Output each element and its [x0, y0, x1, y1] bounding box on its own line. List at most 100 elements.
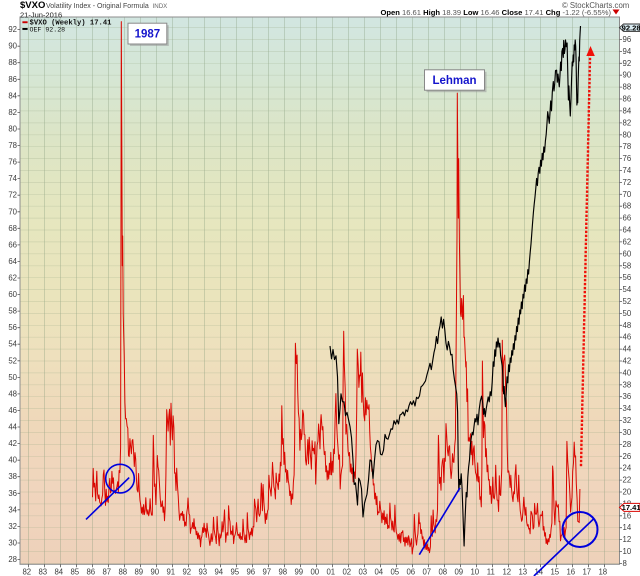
svg-text:34: 34: [8, 505, 17, 514]
svg-text:92: 92: [623, 59, 632, 68]
svg-text:Volatility Index - Original Fo: Volatility Index - Original Formula: [46, 3, 149, 10]
svg-text:10: 10: [623, 547, 632, 556]
svg-text:42: 42: [8, 439, 17, 448]
svg-text:90: 90: [623, 71, 632, 80]
svg-text:88: 88: [118, 568, 127, 576]
svg-text:20: 20: [623, 488, 632, 497]
svg-text:82: 82: [8, 108, 17, 117]
svg-text:17.41: 17.41: [622, 503, 640, 512]
svg-text:80: 80: [623, 130, 632, 139]
svg-text:96: 96: [623, 35, 632, 44]
svg-text:50: 50: [623, 309, 632, 318]
svg-text:04: 04: [374, 568, 383, 576]
svg-text:48: 48: [623, 321, 632, 330]
svg-text:Lehman: Lehman: [432, 75, 476, 87]
svg-text:18: 18: [598, 568, 607, 576]
svg-text:60: 60: [623, 249, 632, 258]
svg-text:92: 92: [182, 568, 191, 576]
svg-text:28: 28: [623, 440, 632, 449]
svg-text:68: 68: [623, 202, 632, 211]
svg-text:12: 12: [623, 535, 632, 544]
svg-text:01: 01: [326, 568, 335, 576]
svg-text:$VXO: $VXO: [20, 0, 45, 11]
svg-text:62: 62: [623, 237, 632, 246]
svg-text:38: 38: [8, 472, 17, 481]
svg-text:83: 83: [38, 568, 47, 576]
svg-text:1987: 1987: [135, 29, 161, 41]
svg-text:86: 86: [8, 75, 17, 84]
svg-text:88: 88: [623, 83, 632, 92]
svg-text:46: 46: [8, 406, 17, 415]
svg-text:14: 14: [623, 523, 632, 532]
svg-text:78: 78: [8, 141, 17, 150]
svg-text:60: 60: [8, 290, 17, 299]
svg-text:86: 86: [623, 95, 632, 104]
svg-text:68: 68: [8, 224, 17, 233]
svg-text:62: 62: [8, 274, 17, 283]
svg-text:64: 64: [623, 226, 632, 235]
svg-text:88: 88: [8, 58, 17, 67]
svg-text:52: 52: [8, 356, 17, 365]
svg-text:66: 66: [8, 240, 17, 249]
svg-text:38: 38: [623, 380, 632, 389]
svg-text:96: 96: [246, 568, 255, 576]
svg-text:21-Jun-2016: 21-Jun-2016: [20, 11, 62, 20]
svg-text:58: 58: [8, 307, 17, 316]
svg-text:70: 70: [623, 190, 632, 199]
svg-text:24: 24: [623, 464, 632, 473]
svg-text:95: 95: [230, 568, 239, 576]
svg-text:07: 07: [422, 568, 431, 576]
svg-text:44: 44: [8, 423, 17, 432]
svg-text:32: 32: [8, 522, 17, 531]
svg-text:26: 26: [623, 452, 632, 461]
svg-text:90: 90: [150, 568, 159, 576]
svg-text:03: 03: [358, 568, 367, 576]
svg-text:44: 44: [623, 345, 632, 354]
svg-text:42: 42: [623, 357, 632, 366]
svg-text:06: 06: [406, 568, 415, 576]
svg-text:58: 58: [623, 261, 632, 270]
svg-text:40: 40: [8, 456, 17, 465]
svg-text:16: 16: [566, 568, 575, 576]
svg-text:94: 94: [623, 47, 632, 56]
svg-text:97: 97: [262, 568, 271, 576]
svg-text:54: 54: [8, 340, 17, 349]
svg-text:$VXO (Weekly) 17.41: $VXO (Weekly) 17.41: [30, 20, 113, 28]
svg-text:84: 84: [54, 568, 63, 576]
svg-text:82: 82: [623, 118, 632, 127]
svg-text:80: 80: [8, 125, 17, 134]
svg-text:92: 92: [8, 25, 17, 34]
svg-text:92.28: 92.28: [622, 23, 640, 32]
svg-text:08: 08: [438, 568, 447, 576]
svg-text:78: 78: [623, 142, 632, 151]
svg-text:90: 90: [8, 42, 17, 51]
svg-text:93: 93: [198, 568, 207, 576]
svg-text:00: 00: [310, 568, 319, 576]
svg-text:76: 76: [623, 154, 632, 163]
svg-text:91: 91: [166, 568, 175, 576]
svg-text:50: 50: [8, 373, 17, 382]
svg-text:76: 76: [8, 158, 17, 167]
svg-text:70: 70: [8, 207, 17, 216]
svg-text:86: 86: [86, 568, 95, 576]
svg-text:56: 56: [8, 323, 17, 332]
svg-text:99: 99: [294, 568, 303, 576]
svg-text:94: 94: [214, 568, 223, 576]
svg-text:64: 64: [8, 257, 17, 266]
svg-text:84: 84: [8, 91, 17, 100]
svg-text:34: 34: [623, 404, 632, 413]
svg-text:© StockCharts.com: © StockCharts.com: [562, 1, 629, 10]
svg-text:74: 74: [8, 174, 17, 183]
svg-text:82: 82: [22, 568, 31, 576]
svg-text:66: 66: [623, 214, 632, 223]
svg-text:72: 72: [8, 191, 17, 200]
svg-text:05: 05: [390, 568, 399, 576]
svg-text:48: 48: [8, 389, 17, 398]
svg-text:INDX: INDX: [153, 3, 168, 10]
svg-text:Open 16.61 High 18.39 Low 16.4: Open 16.61 High 18.39 Low 16.46 Close 17…: [380, 8, 611, 17]
svg-text:12: 12: [502, 568, 511, 576]
svg-text:74: 74: [623, 166, 632, 175]
svg-text:98: 98: [278, 568, 287, 576]
svg-text:15: 15: [550, 568, 559, 576]
svg-text:52: 52: [623, 297, 632, 306]
